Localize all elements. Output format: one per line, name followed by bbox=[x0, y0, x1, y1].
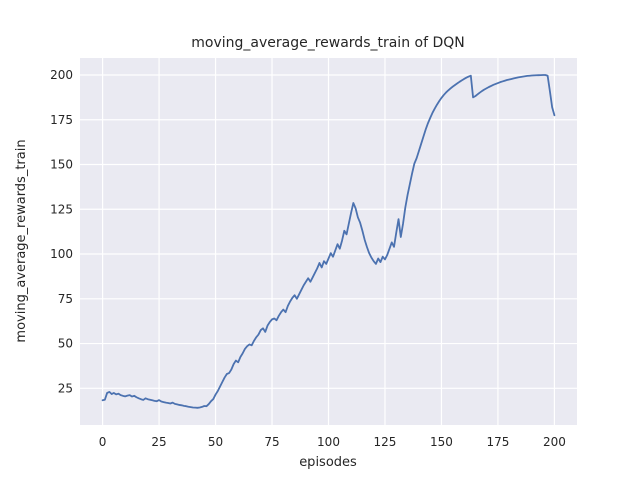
y-tick-label: 175 bbox=[50, 113, 73, 127]
x-tick-label: 100 bbox=[317, 435, 340, 449]
x-tick-labels: 0 25 50 75 100 125 150 175 200 bbox=[99, 435, 566, 449]
y-tick-label: 100 bbox=[50, 247, 73, 261]
x-tick-label: 200 bbox=[543, 435, 566, 449]
y-tick-label: 25 bbox=[58, 381, 73, 395]
chart-title: moving_average_rewards_train of DQN bbox=[191, 35, 465, 51]
gridlines bbox=[80, 58, 577, 425]
x-tick-label: 175 bbox=[486, 435, 509, 449]
x-tick-label: 0 bbox=[99, 435, 107, 449]
series-line bbox=[101, 74, 556, 409]
x-axis-label: episodes bbox=[299, 455, 357, 470]
y-tick-label: 50 bbox=[58, 337, 73, 351]
y-axis-label: moving_average_rewards_train bbox=[14, 139, 29, 342]
x-tick-label: 50 bbox=[208, 435, 223, 449]
y-tick-label: 150 bbox=[50, 158, 73, 172]
y-tick-label: 200 bbox=[50, 68, 73, 82]
x-tick-label: 25 bbox=[151, 435, 166, 449]
x-tick-label: 125 bbox=[374, 435, 397, 449]
y-tick-label: 125 bbox=[50, 202, 73, 216]
x-tick-label: 75 bbox=[264, 435, 279, 449]
y-tick-labels: 25 50 75 100 125 150 175 200 bbox=[50, 68, 73, 395]
y-tick-label: 75 bbox=[58, 292, 73, 306]
x-tick-label: 150 bbox=[430, 435, 453, 449]
